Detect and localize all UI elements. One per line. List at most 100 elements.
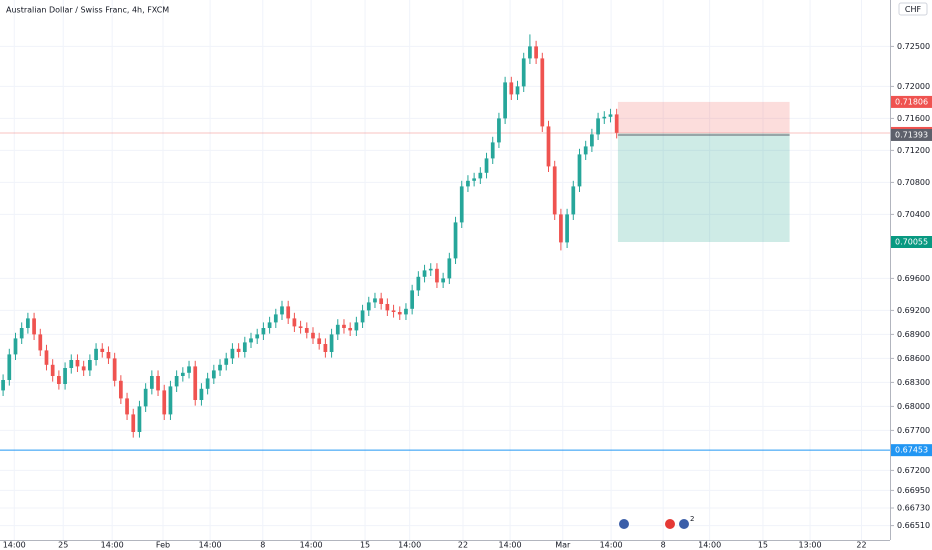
candle-body [143, 388, 148, 407]
candle-body [379, 298, 384, 304]
x-tick-label: 13:00 [799, 541, 822, 550]
candle-body [26, 318, 30, 328]
candle-body [478, 172, 483, 179]
y-tick-label: 0.68300 [897, 378, 930, 387]
axes: 0.72500 0.72000 0.71600 0.71200 0.70800 0.704… [3, 42, 932, 550]
candle-body [38, 334, 43, 351]
y-tick-label: 0.69600 [897, 274, 930, 283]
event-icon[interactable] [678, 518, 690, 530]
candle-body [602, 116, 607, 119]
price-tag [891, 95, 932, 108]
candle-body [311, 332, 315, 339]
candle-body [44, 350, 49, 365]
candle-body [298, 326, 303, 328]
candle-body [583, 146, 588, 155]
y-tick-label: 0.68600 [897, 354, 930, 363]
price-tag [891, 444, 932, 457]
y-tick-label: 0.68000 [897, 402, 930, 411]
plot [0, 34, 890, 451]
x-tick-label: 14:00 [101, 541, 124, 550]
candle-body [162, 390, 167, 415]
candle-body [459, 186, 464, 223]
price-tag [891, 128, 932, 141]
stop-zone [617, 101, 790, 133]
candle-body [13, 338, 18, 355]
x-tick-label: 14:00 [499, 541, 522, 550]
y-tick-label: 0.68900 [897, 330, 930, 339]
candle-body [205, 378, 210, 389]
candle-body [317, 338, 322, 344]
candle-body [466, 180, 470, 187]
candle-body [286, 306, 291, 319]
x-tick-label: 15 [360, 541, 370, 550]
event-icon[interactable] [664, 518, 676, 530]
candle-body [19, 328, 24, 339]
price-tag-label: 0.67453 [895, 446, 928, 455]
currency-box[interactable] [898, 2, 928, 16]
candle-body [199, 388, 204, 400]
candle-body [218, 364, 222, 371]
y-tick-label: 0.69200 [897, 306, 930, 315]
candle-body [168, 386, 173, 415]
y-tick-label: 0.67200 [897, 466, 930, 475]
candle-body [590, 134, 594, 147]
y-tick-label: 0.72000 [897, 82, 930, 91]
candle-body [273, 314, 278, 323]
currency-label[interactable]: CHF [905, 5, 922, 14]
candle-body [441, 278, 445, 283]
candle-body [75, 360, 80, 367]
candle-body [242, 342, 247, 352]
candle-body [571, 186, 576, 215]
candle-body [366, 302, 371, 311]
candle-body [131, 414, 136, 432]
candle-body [329, 334, 334, 352]
candle-body [69, 360, 74, 368]
x-tick-label: 14:00 [398, 541, 421, 550]
candle-body [50, 364, 55, 376]
candle-body [32, 318, 36, 335]
candle-body [106, 352, 111, 359]
candle-body [118, 380, 123, 399]
candle-body [497, 118, 501, 143]
candle-body [180, 372, 185, 376]
x-tick-label: 14:00 [300, 541, 323, 550]
candle-body [193, 366, 198, 400]
x-tick-label: 14:00 [698, 541, 721, 550]
candle-body [1, 380, 5, 391]
candle-body [596, 118, 600, 135]
y-tick-label: 0.66950 [897, 486, 930, 495]
price-tag-label: 0.71806 [895, 97, 928, 106]
x-tick-label: 8 [661, 541, 666, 550]
y-tick-label: 0.70400 [897, 210, 930, 219]
chart-title: Australian Dollar / Swiss Franc, 4h, FXC… [6, 6, 169, 15]
candle-body [156, 376, 160, 391]
x-tick-label: 15 [758, 541, 768, 550]
candle-body [211, 370, 216, 379]
candle-body [280, 306, 284, 315]
x-tick-label: 22 [458, 541, 468, 550]
event-icons: 2 [618, 515, 694, 530]
candle-body [255, 334, 260, 339]
candle-body [472, 178, 476, 181]
event-icon[interactable] [618, 518, 630, 530]
candle-body [528, 46, 532, 59]
candle-body [540, 58, 545, 127]
candle-body [125, 398, 129, 415]
candle-body [57, 376, 61, 384]
candle-body [360, 310, 365, 323]
candle-body [100, 348, 105, 352]
candle-body [323, 344, 328, 352]
x-tick-label: 14:00 [600, 541, 623, 550]
candle-body [422, 270, 427, 277]
price-tag-label: 0.71393 [895, 130, 928, 139]
candle-body [137, 406, 142, 432]
candle-body [112, 358, 117, 381]
candle-body [335, 324, 340, 335]
candle-body [348, 328, 353, 331]
candle-body [391, 310, 396, 312]
candle-body [174, 376, 179, 387]
candle-body [230, 348, 235, 359]
candle-body [88, 360, 92, 371]
candle-body [224, 358, 229, 365]
